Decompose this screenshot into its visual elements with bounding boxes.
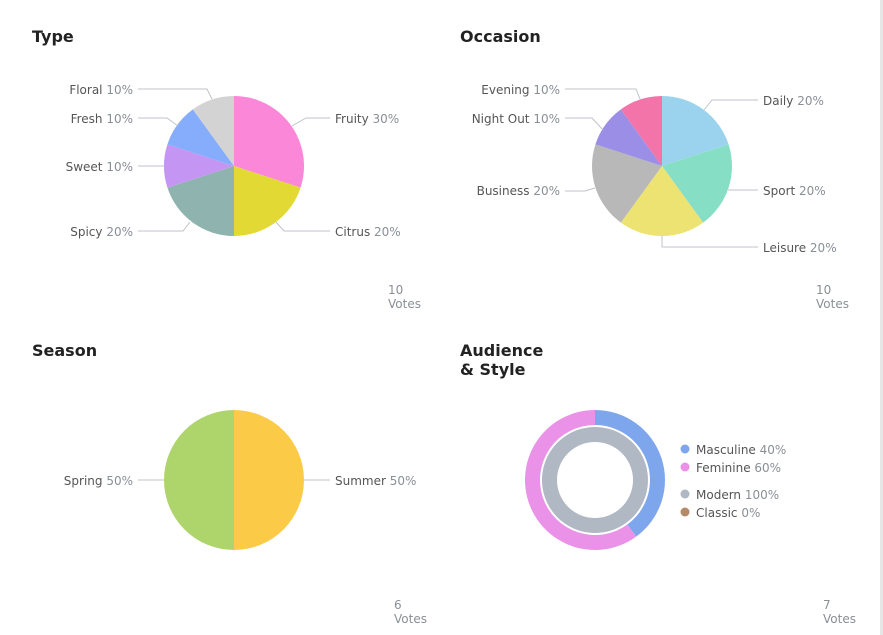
occasion-night-out-leader-line xyxy=(565,117,604,131)
audience-style-donut-chart: Masculine 40% Feminine 60% Modern 100% Clas… xyxy=(525,410,787,550)
occasion-evening-slice[interactable] xyxy=(620,96,662,166)
legend-swatch-masculine xyxy=(680,444,690,454)
occasion-evening-leader-line xyxy=(565,88,641,100)
occasion-sport-slice[interactable] xyxy=(662,144,732,223)
season-votes-count: 6 Votes xyxy=(394,598,427,626)
type-fruity-slice[interactable] xyxy=(234,96,304,188)
occasion-daily-label: Daily 20% xyxy=(763,94,824,108)
occasion-pie-chart: Daily 20% Sport 20% Leisure 20% Business 20… xyxy=(472,83,837,255)
type-votes-count: 10 Votes xyxy=(388,283,421,311)
type-floral-label: Floral 10% xyxy=(69,83,133,97)
audience-style-chart-title: Audience & Style xyxy=(460,341,544,379)
legend-swatch-modern xyxy=(680,489,690,499)
audience-style-feminine-arc[interactable] xyxy=(525,410,637,550)
type-sweet-label: Sweet 10% xyxy=(66,160,133,174)
season-spring-slice[interactable] xyxy=(164,410,234,550)
type-fruity-label: Fruity 30% xyxy=(335,112,399,126)
type-fruity-leader-line xyxy=(291,117,330,127)
type-citrus-label: Citrus 20% xyxy=(335,225,401,239)
season-spring-label: Spring 50% xyxy=(64,474,133,488)
occasion-leisure-leader-line xyxy=(661,236,758,248)
legend-item-classic[interactable]: Classic 0% xyxy=(680,506,761,520)
type-fresh-leader-line xyxy=(138,117,179,127)
type-fresh-slice[interactable] xyxy=(167,109,234,166)
legend-label-modern: Modern 100% xyxy=(696,488,779,502)
type-fresh-label: Fresh 10% xyxy=(71,112,133,126)
occasion-chart-title: Occasion xyxy=(460,27,541,46)
occasion-daily-slice[interactable] xyxy=(662,96,729,166)
type-chart-title: Type xyxy=(32,27,74,46)
legend-label-masculine: Masculine 40% xyxy=(696,443,786,457)
type-floral-slice[interactable] xyxy=(192,96,234,166)
type-citrus-leader-line xyxy=(275,221,330,232)
type-sweet-slice[interactable] xyxy=(164,144,234,188)
audience-style-votes-count: 7 Votes xyxy=(823,598,856,626)
occasion-leisure-label: Leisure 20% xyxy=(763,241,837,255)
type-spicy-leader-line xyxy=(138,221,191,232)
legend-item-modern[interactable]: Modern 100% xyxy=(680,488,780,502)
season-summer-label: Summer 50% xyxy=(335,474,416,488)
occasion-sport-label: Sport 20% xyxy=(763,184,826,198)
type-pie-chart: Fruity 30% Citrus 20% Spicy 20% Sweet 10% Fr… xyxy=(66,83,401,239)
legend-swatch-feminine xyxy=(680,462,690,472)
audience-style-masculine-arc[interactable] xyxy=(595,410,665,537)
occasion-business-label: Business 20% xyxy=(477,184,560,198)
audience-style-modern-arc[interactable] xyxy=(541,427,648,533)
season-chart-title: Season xyxy=(32,341,98,360)
occasion-daily-leader-line xyxy=(703,99,758,111)
legend-label-classic: Classic 0% xyxy=(696,506,760,520)
occasion-night-out-label: Night Out 10% xyxy=(472,112,560,126)
season-summer-slice[interactable] xyxy=(234,410,304,550)
occasion-business-slice[interactable] xyxy=(592,144,662,223)
occasion-leisure-slice[interactable] xyxy=(620,166,704,237)
occasion-business-leader-line xyxy=(565,187,596,192)
occasion-votes-count: 10 Votes xyxy=(816,283,849,311)
type-floral-leader-line xyxy=(138,88,213,100)
legend-swatch-classic xyxy=(680,507,690,517)
scrollbar-track xyxy=(880,0,883,635)
legend-item-feminine[interactable]: Feminine 60% xyxy=(680,461,782,475)
occasion-evening-label: Evening 10% xyxy=(481,83,560,97)
type-spicy-slice[interactable] xyxy=(167,166,234,236)
legend-item-masculine[interactable]: Masculine 40% xyxy=(680,443,787,457)
season-pie-chart: Summer 50% Spring 50% xyxy=(64,410,416,550)
legend-label-feminine: Feminine 60% xyxy=(696,461,781,475)
occasion-night-out-slice[interactable] xyxy=(595,109,662,166)
type-spicy-label: Spicy 20% xyxy=(70,225,133,239)
type-citrus-slice[interactable] xyxy=(234,166,301,236)
